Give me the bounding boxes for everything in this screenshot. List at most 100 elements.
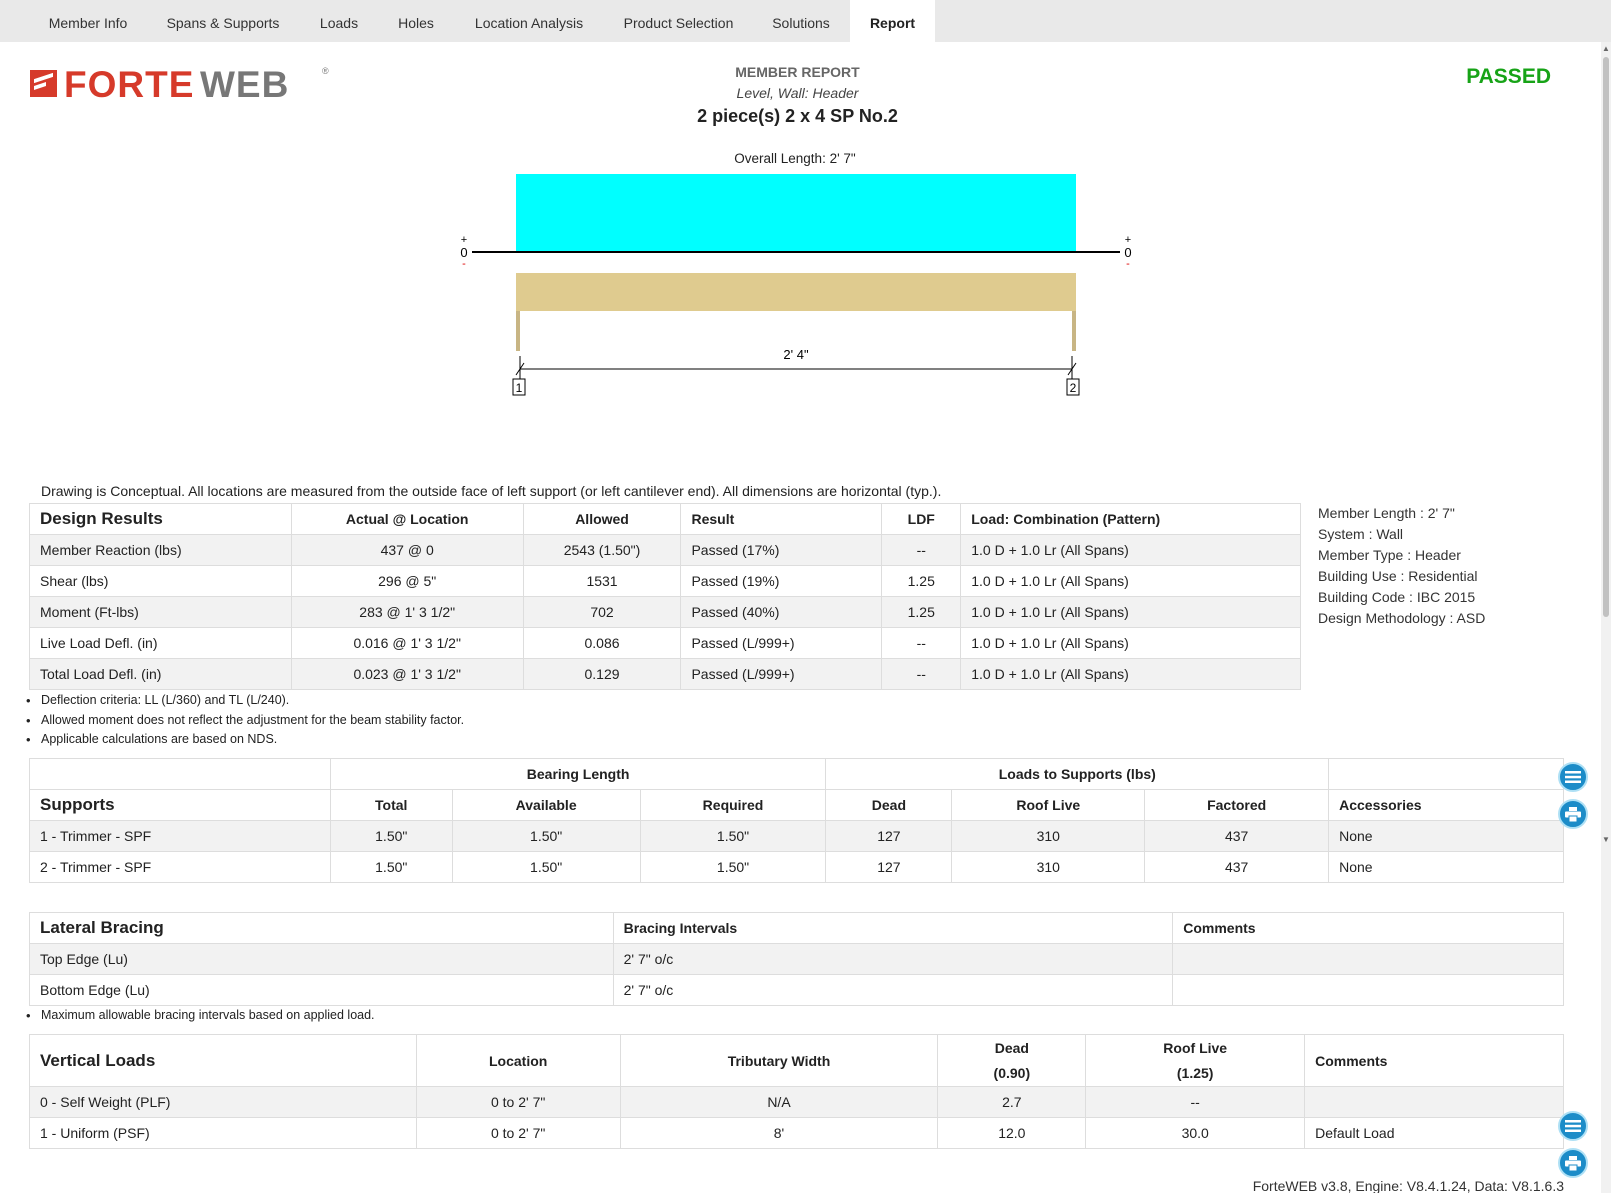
cell-required: 1.50" [639,820,827,852]
cell-result: Passed (40%) [680,596,883,628]
tab-loads[interactable]: Loads [319,15,359,31]
overall-length-label: Overall Length: 2' 7" [734,151,856,166]
system-info: System : Wall [1318,526,1404,542]
scroll-thumb[interactable] [1603,57,1609,617]
tab-product-selection[interactable]: Product Selection [623,15,734,31]
design-results-notes: Deflection criteria: LL (L/360) and TL (… [22,691,464,750]
table-row: Member Reaction (lbs) 437 @ 0 2543 (1.50… [29,534,1301,566]
note-item: Deflection criteria: LL (L/360) and TL (… [22,691,464,711]
cell-ldf: 1.25 [881,596,962,628]
note-item: Applicable calculations are based on NDS… [22,730,464,750]
logo-registered-mark: ® [322,66,329,76]
tab-member-info[interactable]: Member Info [48,15,128,31]
col-location: Location [415,1034,621,1087]
tab-holes[interactable]: Holes [398,15,434,31]
cell-dead: 12.0 [937,1117,1087,1149]
support-1-label: 1 [516,381,523,395]
cell-combination: 1.0 D + 1.0 Lr (All Spans) [960,534,1301,566]
table-row: Total Load Defl. (in) 0.023 @ 1' 3 1/2" … [29,658,1301,690]
cell-dead: 127 [825,851,953,883]
lateral-bracing-notes: Maximum allowable bracing intervals base… [22,1006,375,1026]
supports-header-blank [1328,758,1564,790]
member-info-panel: Member Length : 2' 7" System : Wall Memb… [1318,503,1485,629]
right-minus: - [1126,258,1130,270]
col-actual-location: Actual @ Location [290,503,524,535]
design-methodology-info: Design Methodology : ASD [1318,610,1486,626]
left-support-post [516,311,520,351]
tab-report[interactable]: Report [850,0,935,42]
col-dead-factor: (0.90) [937,1060,1087,1087]
tab-location-analysis[interactable]: Location Analysis [474,15,584,31]
logo-mark-icon [30,70,57,97]
col-available: Available [451,789,641,821]
cell-ldf: -- [881,658,962,690]
cell-combination: 1.0 D + 1.0 Lr (All Spans) [960,627,1301,659]
print-icon [1565,807,1581,823]
cell-dead: 2.7 [937,1086,1087,1118]
print-button-bottom[interactable] [1558,1148,1588,1178]
cell-total: 1.50" [329,851,453,883]
cell-location: 0 to 2' 7" [415,1117,621,1149]
table-row: 1 - Uniform (PSF) 0 to 2' 7" 8' 12.0 30.… [29,1117,1564,1149]
list-view-button[interactable] [1558,762,1588,792]
lateral-bracing-title: Lateral Bracing [29,912,614,944]
col-allowed: Allowed [522,503,682,535]
left-zero: 0 [460,245,467,260]
list-view-button-bottom[interactable] [1558,1111,1588,1141]
cell-roof-live: 310 [951,851,1146,883]
cell-tributary-width: 8' [619,1117,939,1149]
cell-available: 1.50" [451,820,641,852]
span-left-slash [515,362,525,376]
cell-combination: 1.0 D + 1.0 Lr (All Spans) [960,565,1301,597]
cell-tributary-width: N/A [619,1086,939,1118]
design-results-table: Design Results Actual @ Location Allowed… [29,503,1301,690]
tab-spans-supports[interactable]: Spans & Supports [166,15,280,31]
cell-combination: 1.0 D + 1.0 Lr (All Spans) [960,658,1301,690]
col-roof-live-factor: (1.25) [1085,1060,1306,1087]
cell-comment [1172,943,1564,975]
vertical-scrollbar[interactable]: ▲ ▼ [1601,42,1611,1193]
cell-actual: 283 @ 1' 3 1/2" [290,596,524,628]
table-row: 2 - Trimmer - SPF 1.50" 1.50" 1.50" 127 … [29,851,1564,883]
scroll-down-arrow-icon[interactable]: ▼ [1602,835,1610,844]
cell-result: Passed (19%) [680,565,883,597]
cell-roof-live: -- [1085,1086,1306,1118]
load-block [516,174,1076,253]
building-use-info: Building Use : Residential [1318,568,1478,584]
cell-support: 2 - Trimmer - SPF [29,851,331,883]
span-right-slash [1067,362,1077,376]
status-badge: PASSED [1466,65,1551,88]
cell-dead: 127 [825,820,953,852]
print-button[interactable] [1558,799,1588,829]
tab-solutions[interactable]: Solutions [772,15,830,31]
member-length-info: Member Length : 2' 7" [1318,505,1455,521]
right-zero: 0 [1124,245,1131,260]
cell-ldf: 1.25 [881,565,962,597]
cell-support: 1 - Trimmer - SPF [29,820,331,852]
note-item: Maximum allowable bracing intervals base… [22,1006,375,1026]
scroll-up-arrow-icon[interactable]: ▲ [1602,44,1610,53]
cell-result: Passed (L/999+) [680,627,883,659]
table-row: Moment (Ft-lbs) 283 @ 1' 3 1/2" 702 Pass… [29,596,1301,628]
col-load-combination: Load: Combination (Pattern) [960,503,1301,535]
col-comments: Comments [1304,1034,1564,1087]
cell-name: Member Reaction (lbs) [29,534,292,566]
cell-comment: Default Load [1304,1117,1564,1149]
table-row: 0 - Self Weight (PLF) 0 to 2' 7" N/A 2.7… [29,1086,1564,1118]
cell-interval: 2' 7" o/c [612,974,1174,1006]
col-accessories: Accessories [1328,789,1564,821]
col-result: Result [680,503,883,535]
tab-bar: Member Info Spans & Supports Loads Holes… [0,0,1611,42]
cell-roof-live: 310 [951,820,1146,852]
cell-name: Live Load Defl. (in) [29,627,292,659]
cell-ldf: -- [881,627,962,659]
design-results-title: Design Results [29,503,292,535]
cell-roof-live: 30.0 [1085,1117,1306,1149]
supports-title: Supports [29,789,331,821]
cell-name: Moment (Ft-lbs) [29,596,292,628]
loads-to-supports-group: Loads to Supports (lbs) [825,758,1330,790]
col-comments: Comments [1172,912,1564,944]
member-drawing: Overall Length: 2' 7" + 0 - + 0 - 2' 4" … [460,151,1132,396]
support-1-box [512,378,526,396]
print-icon [1565,1156,1581,1172]
